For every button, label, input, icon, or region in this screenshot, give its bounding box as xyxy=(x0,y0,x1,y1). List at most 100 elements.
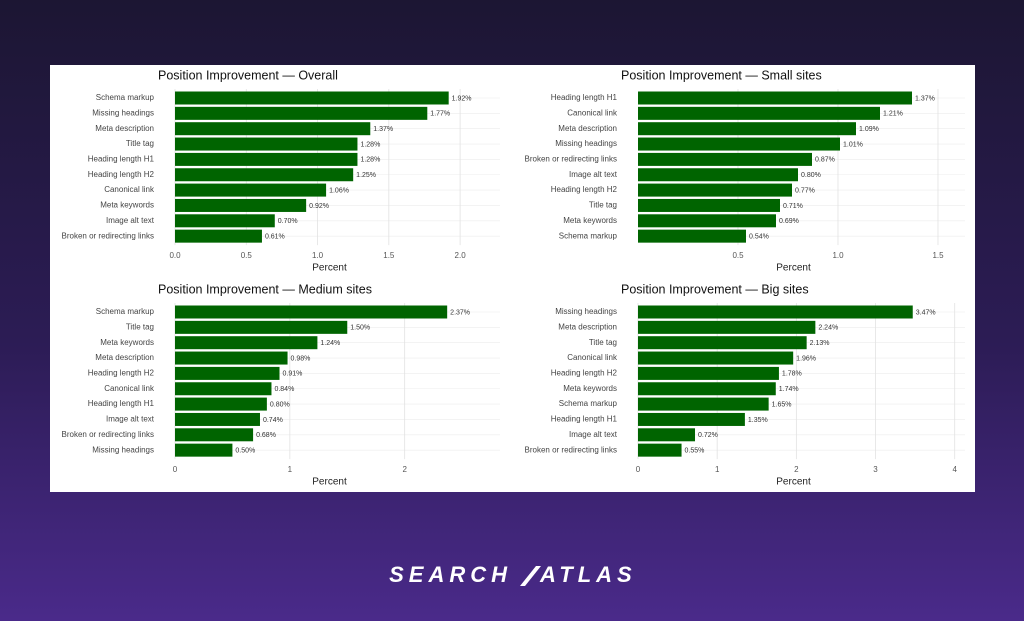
value-label: 0.77% xyxy=(795,187,815,194)
bar xyxy=(175,168,354,182)
value-label: 2.24% xyxy=(818,325,838,332)
bar xyxy=(638,168,798,182)
bar xyxy=(175,336,318,350)
category-label: Canonical link xyxy=(567,108,618,117)
value-label: 0.74% xyxy=(263,417,283,424)
bar xyxy=(638,305,913,319)
bar xyxy=(638,198,780,212)
bar xyxy=(638,366,779,380)
x-tick-label: 4 xyxy=(952,465,957,474)
value-label: 0.80% xyxy=(801,172,821,179)
bar xyxy=(175,428,254,442)
bar xyxy=(175,382,272,396)
value-label: 0.92% xyxy=(309,203,329,210)
value-label: 1.92% xyxy=(452,95,472,102)
category-label: Image alt text xyxy=(569,170,618,179)
bar xyxy=(638,382,776,396)
bar xyxy=(638,183,792,197)
category-label: Broken or redirecting links xyxy=(525,445,617,454)
bar xyxy=(175,198,307,212)
category-label: Canonical link xyxy=(567,353,618,362)
category-label: Image alt text xyxy=(106,415,155,424)
bar xyxy=(175,106,428,120)
value-label: 0.70% xyxy=(278,218,298,225)
x-axis-title: Percent xyxy=(776,477,811,488)
x-axis-title: Percent xyxy=(312,477,347,488)
category-label: Schema markup xyxy=(96,93,155,102)
bar xyxy=(638,152,812,166)
value-label: 1.96% xyxy=(796,355,816,362)
value-label: 1.50% xyxy=(350,325,370,332)
category-label: Meta description xyxy=(558,322,617,331)
bar xyxy=(638,336,807,350)
value-label: 1.37% xyxy=(915,95,935,102)
bar xyxy=(638,412,745,426)
bar xyxy=(175,397,267,411)
category-label: Meta keywords xyxy=(100,338,154,347)
value-label: 0.72% xyxy=(698,432,718,439)
bar xyxy=(175,122,371,136)
bar xyxy=(638,214,776,228)
bar xyxy=(638,229,746,243)
category-label: Schema markup xyxy=(559,399,618,408)
value-label: 1.65% xyxy=(772,401,792,408)
x-tick-label: 2.0 xyxy=(455,251,467,260)
x-tick-label: 0.5 xyxy=(732,251,744,260)
x-axis-title: Percent xyxy=(312,263,347,274)
category-label: Image alt text xyxy=(106,216,155,225)
value-label: 2.37% xyxy=(450,309,470,316)
brand-right: ATLAS xyxy=(539,562,637,587)
x-tick-label: 1.5 xyxy=(932,251,944,260)
category-label: Title tag xyxy=(589,201,617,210)
category-label: Missing headings xyxy=(555,307,617,316)
category-label: Meta keywords xyxy=(100,201,154,210)
bar xyxy=(638,106,880,120)
category-label: Broken or redirecting links xyxy=(62,231,154,240)
x-tick-label: 1.5 xyxy=(383,251,395,260)
x-tick-label: 1.0 xyxy=(832,251,844,260)
x-tick-label: 1 xyxy=(715,465,720,474)
x-tick-label: 3 xyxy=(873,465,878,474)
value-label: 0.54% xyxy=(749,233,769,240)
bar xyxy=(175,137,358,151)
category-label: Heading length H1 xyxy=(551,93,618,102)
bar xyxy=(638,137,840,151)
brand-slash xyxy=(520,566,541,586)
bar xyxy=(175,320,348,334)
bar xyxy=(175,183,327,197)
value-label: 1.01% xyxy=(843,141,863,148)
category-label: Meta description xyxy=(95,124,154,133)
value-label: 0.87% xyxy=(815,157,835,164)
category-label: Broken or redirecting links xyxy=(62,430,154,439)
category-label: Schema markup xyxy=(559,231,618,240)
value-label: 1.78% xyxy=(782,371,802,378)
chart-title: Position Improvement — Medium sites xyxy=(158,282,372,296)
charts: Position Improvement — Overall Percent 0.0… xyxy=(62,68,965,488)
value-label: 0.68% xyxy=(256,432,276,439)
category-label: Title tag xyxy=(126,139,154,148)
bar xyxy=(638,122,856,136)
category-label: Title tag xyxy=(126,322,154,331)
x-tick-label: 2 xyxy=(794,465,799,474)
bar xyxy=(638,428,696,442)
value-label: 1.24% xyxy=(320,340,340,347)
value-label: 1.74% xyxy=(779,386,799,393)
chart-title: Position Improvement — Overall xyxy=(158,68,338,82)
x-tick-label: 0 xyxy=(173,465,178,474)
bar xyxy=(175,152,358,166)
x-tick-label: 2 xyxy=(402,465,407,474)
category-label: Heading length H2 xyxy=(88,170,155,179)
x-tick-label: 1 xyxy=(288,465,293,474)
value-label: 0.69% xyxy=(779,218,799,225)
bar xyxy=(638,320,816,334)
bar xyxy=(175,305,448,319)
chart-title: Position Improvement — Small sites xyxy=(621,68,822,82)
category-label: Missing headings xyxy=(92,445,154,454)
x-tick-label: 1.0 xyxy=(312,251,324,260)
category-label: Image alt text xyxy=(569,430,618,439)
value-label: 1.28% xyxy=(360,157,380,164)
value-label: 0.71% xyxy=(783,203,803,210)
value-label: 1.06% xyxy=(329,187,349,194)
